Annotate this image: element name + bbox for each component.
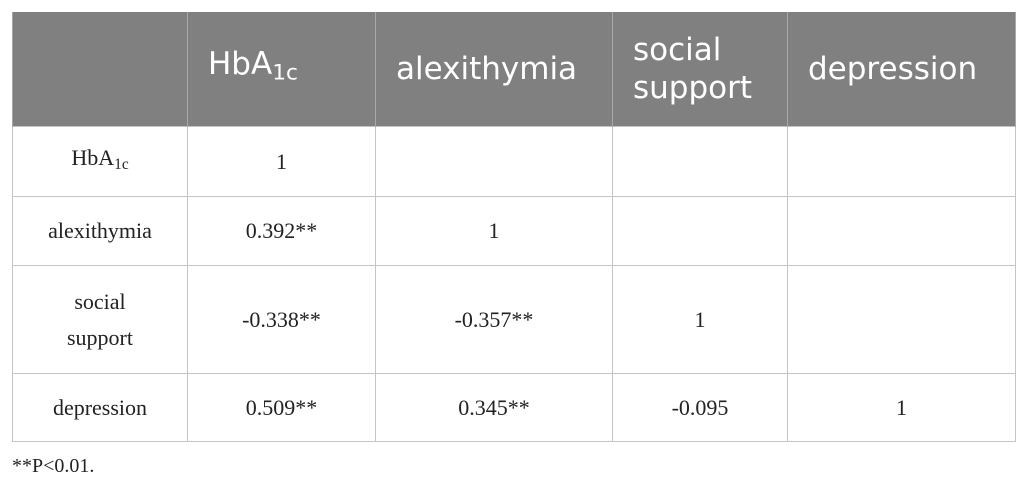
cell-text: HbA xyxy=(71,145,115,171)
row-label: depression xyxy=(12,373,188,442)
data-cell: -0.357** xyxy=(375,265,613,374)
cell-text: depression xyxy=(808,51,978,87)
header-cell: social support xyxy=(612,12,788,127)
row-label: HbA1c xyxy=(12,126,188,197)
data-cell: 1 xyxy=(187,126,376,197)
data-cell xyxy=(787,265,1016,374)
row-label: social support xyxy=(12,265,188,374)
data-cell: 0.345** xyxy=(375,373,613,442)
header-row: HbA1c alexithymia social support depression xyxy=(12,12,1016,127)
data-cell: 0.509** xyxy=(187,373,376,442)
header-cell: depression xyxy=(787,12,1016,127)
data-cell xyxy=(612,126,788,197)
data-cell xyxy=(612,196,788,266)
cell-subscript: 1c xyxy=(114,155,129,173)
cell-line: support xyxy=(67,324,133,350)
cell-line: social xyxy=(633,32,722,68)
data-cell: -0.338** xyxy=(187,265,376,374)
data-cell: 0.392** xyxy=(187,196,376,266)
correlation-table: HbA1c alexithymia social support depression … xyxy=(12,12,1016,442)
cell-subscript: 1c xyxy=(272,60,298,86)
cell-text: -0.095 xyxy=(671,394,729,420)
cell-text: 0.345** xyxy=(458,394,530,420)
header-cell: HbA1c xyxy=(187,12,376,127)
header-cell xyxy=(12,12,188,127)
cell-text: 1 xyxy=(896,394,907,420)
cell-text: 0.392** xyxy=(245,218,318,243)
cell-text: 1 xyxy=(694,306,706,332)
cell-text: -0.338** xyxy=(242,306,321,332)
row-label: alexithymia xyxy=(12,196,188,266)
cell-line: social xyxy=(74,288,126,314)
cell-text: alexithymia xyxy=(396,51,578,87)
cell-text: 0.509** xyxy=(245,394,318,420)
table-row: social support -0.338** -0.357** 1 xyxy=(12,265,1016,374)
table-row: HbA1c 1 xyxy=(12,126,1016,197)
table-body: HbA1c 1 alexithymia 0.392** 1 social support -0… xyxy=(12,126,1016,442)
data-cell: 1 xyxy=(787,373,1016,442)
data-cell xyxy=(787,196,1016,266)
cell-text: -0.357** xyxy=(454,306,534,332)
data-cell xyxy=(787,126,1016,197)
cell-text: HbA xyxy=(208,46,273,83)
data-cell: -0.095 xyxy=(612,373,788,442)
cell-text: 1 xyxy=(488,218,500,243)
table-row: depression 0.509** 0.345** -0.095 1 xyxy=(12,373,1016,442)
cell-line: support xyxy=(633,70,753,106)
cell-text: depression xyxy=(52,394,148,420)
header-cell: alexithymia xyxy=(375,12,613,127)
table-row: alexithymia 0.392** 1 xyxy=(12,196,1016,266)
cell-text: alexithymia xyxy=(48,218,152,243)
cell-text: 1 xyxy=(276,148,287,174)
data-cell: 1 xyxy=(375,196,613,266)
footnote: **P<0.01. xyxy=(12,455,95,477)
data-cell xyxy=(375,126,613,197)
data-cell: 1 xyxy=(612,265,788,374)
